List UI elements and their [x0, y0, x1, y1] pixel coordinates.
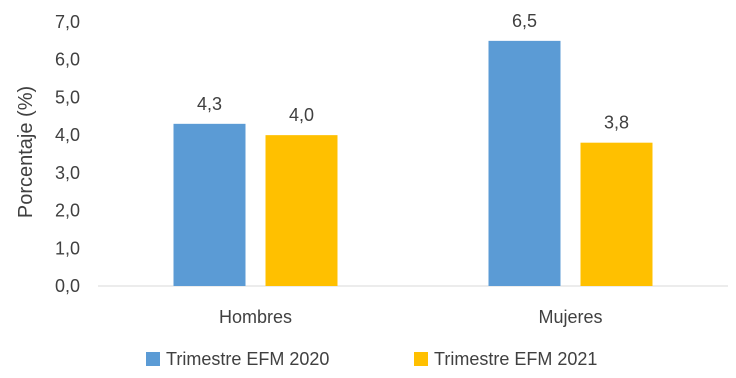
y-tick-label: 0,0 [55, 276, 80, 296]
legend-swatch [414, 352, 428, 366]
y-tick-label: 4,0 [55, 125, 80, 145]
bar [580, 142, 653, 286]
data-labels: 4,3 4,0 6,5 3,8 [197, 11, 629, 133]
y-axis-title: Porcentaje (%) [15, 86, 37, 218]
bar [488, 40, 561, 286]
data-label: 6,5 [512, 11, 537, 31]
y-tick-label: 6,0 [55, 50, 80, 70]
bar [173, 123, 246, 286]
y-tick-label: 3,0 [55, 163, 80, 183]
legend-label: Trimestre EFM 2021 [434, 349, 597, 369]
data-label: 4,0 [289, 105, 314, 125]
bar [265, 135, 338, 286]
y-tick-label: 5,0 [55, 87, 80, 107]
data-label: 3,8 [604, 113, 629, 133]
bars [173, 40, 653, 286]
category-label: Mujeres [538, 307, 602, 327]
legend-swatch [146, 352, 160, 366]
y-tick-label: 2,0 [55, 201, 80, 221]
y-tick-label: 7,0 [55, 12, 80, 32]
category-labels: Hombres Mujeres [219, 307, 603, 327]
y-tick-label: 1,0 [55, 238, 80, 258]
y-axis-ticks: 0,0 1,0 2,0 3,0 4,0 5,0 6,0 7,0 [55, 12, 80, 296]
category-label: Hombres [219, 307, 292, 327]
legend: Trimestre EFM 2020 Trimestre EFM 2021 [146, 349, 597, 369]
data-label: 4,3 [197, 94, 222, 114]
legend-label: Trimestre EFM 2020 [166, 349, 329, 369]
